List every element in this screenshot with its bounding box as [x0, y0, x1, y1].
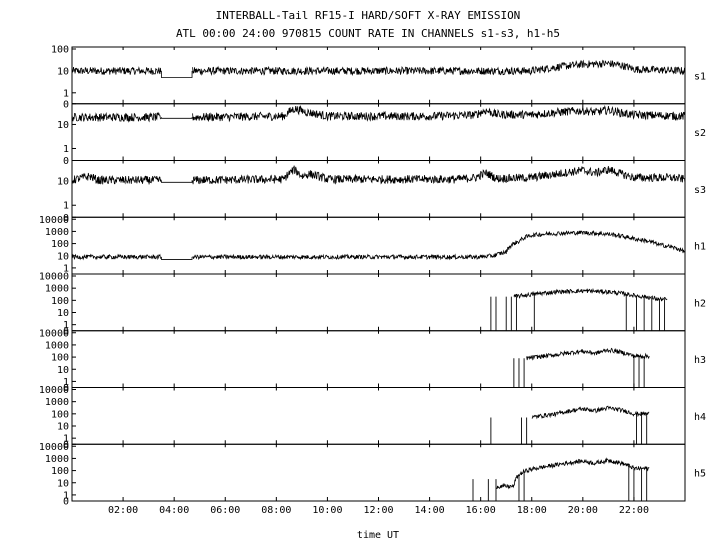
- channel-label-h1: h1: [694, 242, 706, 253]
- panel-frame: [71, 387, 686, 445]
- data-gap-step: [160, 180, 193, 183]
- y-tick-label: 0: [63, 383, 69, 394]
- y-tick-label: 10: [57, 177, 69, 188]
- channel-label-h4: h4: [694, 412, 706, 423]
- series-line-h1: [71, 229, 686, 261]
- y-tick-label: 10: [57, 422, 69, 433]
- y-tick-label: 0: [63, 99, 69, 110]
- y-tick-label: 100: [51, 353, 69, 364]
- y-tick-label: 1: [63, 490, 69, 501]
- chart-title: INTERBALL-Tail RF15-I HARD/SOFT X-RAY EM…: [216, 9, 521, 22]
- x-tick-label: 14:00: [415, 505, 445, 516]
- x-tick-label: 22:00: [619, 505, 649, 516]
- y-tick-label: 1000: [45, 454, 69, 465]
- x-axis: 02:00 04:00 06:00 08:00 10:00 12:00 14:00 16:00…: [108, 505, 649, 516]
- data-gap-step: [160, 256, 193, 260]
- y-tick-label: 0: [63, 326, 69, 337]
- channel-label-s1: s1: [694, 71, 706, 82]
- y-tick-label: 0: [63, 156, 69, 167]
- y-tick-label: 10: [57, 66, 69, 77]
- y-tick-label: 0: [63, 440, 69, 451]
- y-tick-label: 100: [51, 45, 69, 56]
- x-tick-label: 04:00: [159, 505, 189, 516]
- panel-s2: 10 10 s2: [57, 103, 706, 167]
- y-tick-label: 1: [63, 201, 69, 212]
- x-tick-label: 16:00: [466, 505, 496, 516]
- series-line-h3: [526, 347, 650, 361]
- panel-frame: [71, 273, 686, 332]
- x-tick-label: 06:00: [210, 505, 240, 516]
- x-tick-label: 02:00: [108, 505, 138, 516]
- x-tick-label: 10:00: [312, 505, 342, 516]
- y-tick-label: 10: [57, 308, 69, 319]
- y-tick-label: 10000: [39, 385, 69, 396]
- series-line-h2: [513, 287, 668, 302]
- y-tick-label: 100: [51, 296, 69, 307]
- y-tick-label: 10000: [39, 272, 69, 283]
- y-tick-label: 10000: [39, 328, 69, 339]
- y-tick-label: 100: [51, 239, 69, 250]
- y-tick-label: 1: [63, 434, 69, 445]
- x-tick-label: 20:00: [568, 505, 598, 516]
- y-tick-label: 100: [51, 409, 69, 420]
- y-tick-label: 10: [57, 120, 69, 131]
- panel-frame: [71, 330, 686, 388]
- panel-s3: 10 10 s3: [57, 160, 706, 224]
- y-tick-label: 1: [63, 263, 69, 274]
- series-line-s3: [71, 165, 686, 185]
- y-tick-label: 10: [57, 478, 69, 489]
- chart-subtitle: ATL 00:00 24:00 970815 COUNT RATE IN CHA…: [176, 27, 560, 40]
- y-tick-label: 1: [63, 88, 69, 99]
- data-gap-step: [160, 117, 193, 119]
- x-tick-label: 08:00: [261, 505, 291, 516]
- channel-label-h5: h5: [694, 469, 706, 480]
- channel-label-s3: s3: [694, 185, 706, 196]
- x-tick-label: 12:00: [363, 505, 393, 516]
- y-tick-label: 0: [63, 213, 69, 224]
- panel-frame: [71, 216, 686, 275]
- y-tick-label: 10000: [39, 442, 69, 453]
- channel-label-h3: h3: [694, 355, 706, 366]
- y-tick-label: 1000: [45, 284, 69, 295]
- y-tick-label: 0: [63, 497, 69, 508]
- series-line-s1: [71, 59, 686, 77]
- y-tick-label: 1: [63, 320, 69, 331]
- x-axis-label: time UT: [357, 530, 399, 541]
- channel-label-s2: s2: [694, 128, 706, 139]
- series-line-s2: [71, 105, 686, 123]
- y-tick-label: 10: [57, 251, 69, 262]
- series-line-h5: [495, 457, 650, 490]
- channel-label-h2: h2: [694, 298, 706, 309]
- y-tick-label: 1000: [45, 397, 69, 408]
- y-tick-label: 100: [51, 466, 69, 477]
- y-tick-label: 1000: [45, 340, 69, 351]
- panel-s1: 100 10 10 s1: [51, 45, 706, 111]
- y-tick-label: 1: [63, 144, 69, 155]
- panel-frame: [71, 443, 686, 502]
- panel-frame: [71, 46, 686, 105]
- panel-frame: [71, 160, 686, 218]
- y-tick-label: 1000: [45, 227, 69, 238]
- x-tick-label: 18:00: [517, 505, 547, 516]
- y-tick-label: 10: [57, 365, 69, 376]
- y-tick-label: 10000: [39, 215, 69, 226]
- data-gap-step: [160, 70, 193, 78]
- panels-group: 1001010s11010s21010s3100001000100101h110…: [39, 45, 706, 508]
- series-line-h4: [531, 405, 650, 420]
- y-tick-label: 1: [63, 377, 69, 388]
